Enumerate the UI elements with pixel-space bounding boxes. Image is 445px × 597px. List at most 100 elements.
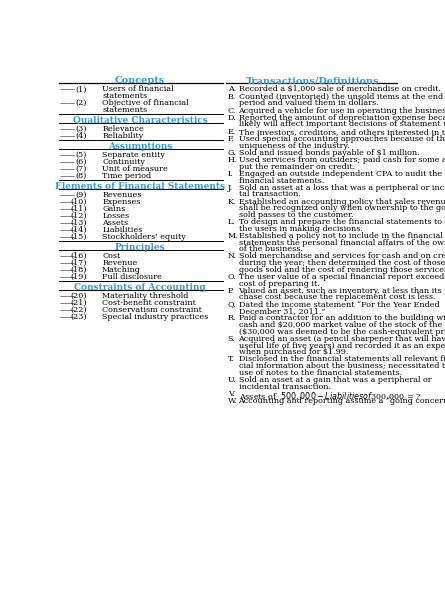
Text: H.: H. (228, 156, 237, 164)
Text: Qualitative Characteristics: Qualitative Characteristics (73, 116, 207, 125)
Text: Dated the income statement “For the Year Ended: Dated the income statement “For the Year… (239, 301, 439, 309)
Text: Established an accounting policy that sales revenue: Established an accounting policy that sa… (239, 198, 445, 205)
Text: (19): (19) (70, 273, 87, 281)
Text: Acquired a vehicle for use in operating the business.: Acquired a vehicle for use in operating … (239, 107, 445, 115)
Text: (5): (5) (75, 151, 87, 159)
Text: (9): (9) (75, 191, 87, 199)
Text: ——: —— (60, 306, 76, 314)
Text: useful life of five years) and recorded it as an expense: useful life of five years) and recorded … (239, 341, 445, 350)
Text: Sold an asset at a loss that was a peripheral or inciden-: Sold an asset at a loss that was a perip… (239, 184, 445, 192)
Text: Conservatism constraint: Conservatism constraint (102, 306, 202, 314)
Text: ——: —— (60, 259, 76, 267)
Text: (10): (10) (70, 198, 87, 206)
Text: P.: P. (228, 287, 234, 295)
Text: likely will affect important decisions of statement users.: likely will affect important decisions o… (239, 121, 445, 128)
Text: ——: —— (60, 85, 76, 94)
Text: (21): (21) (70, 299, 87, 307)
Text: Reported the amount of depreciation expense because it: Reported the amount of depreciation expe… (239, 114, 445, 122)
Text: shall be recognized only when ownership to the goods: shall be recognized only when ownership … (239, 204, 445, 213)
Text: Cost-benefit constraint: Cost-benefit constraint (102, 299, 196, 307)
Text: statements: statements (102, 92, 147, 100)
Text: ——: —— (60, 252, 76, 260)
Text: chase cost because the replacement cost is less.: chase cost because the replacement cost … (239, 293, 435, 301)
Text: statements: statements (102, 106, 147, 114)
Text: (18): (18) (70, 266, 87, 274)
Text: cost of preparing it.: cost of preparing it. (239, 279, 319, 288)
Text: The investors, creditors, and others interested in the business.: The investors, creditors, and others int… (239, 128, 445, 136)
Text: Recorded a $1,000 sale of merchandise on credit.: Recorded a $1,000 sale of merchandise on… (239, 85, 441, 94)
Text: ——: —— (60, 266, 76, 274)
Text: ——: —— (60, 191, 76, 199)
Text: Established a policy not to include in the financial: Established a policy not to include in t… (239, 232, 442, 240)
Text: ——: —— (60, 198, 76, 206)
Text: (6): (6) (75, 158, 87, 166)
Text: Engaged an outside independent CPA to audit the: Engaged an outside independent CPA to au… (239, 170, 441, 178)
Text: Elements of Financial Statements: Elements of Financial Statements (55, 181, 225, 191)
Text: ——: —— (60, 292, 76, 300)
Text: J.: J. (228, 184, 233, 192)
Text: cial information about the business; necessitated the: cial information about the business; nec… (239, 362, 445, 370)
Text: Objective of financial: Objective of financial (102, 99, 189, 107)
Text: ——: —— (60, 165, 76, 173)
Text: K.: K. (228, 198, 236, 205)
Text: the users in making decisions.: the users in making decisions. (239, 224, 362, 233)
Text: ——: —— (60, 158, 76, 166)
Text: D.: D. (228, 114, 236, 122)
Text: ($30,000 was deemed to be the cash-equivalent price).: ($30,000 was deemed to be the cash-equiv… (239, 328, 445, 336)
Text: ——: —— (60, 99, 76, 107)
Text: (13): (13) (70, 219, 87, 227)
Text: Liabilities: Liabilities (102, 226, 142, 234)
Text: Sold merchandise and services for cash and on credit: Sold merchandise and services for cash a… (239, 253, 445, 260)
Text: period and valued them in dollars.: period and valued them in dollars. (239, 99, 378, 107)
Text: Separate entity: Separate entity (102, 151, 165, 159)
Text: (3): (3) (75, 125, 87, 133)
Text: Principles: Principles (115, 243, 166, 252)
Text: ——: —— (60, 132, 76, 140)
Text: Disclosed in the financial statements all relevant finan-: Disclosed in the financial statements al… (239, 355, 445, 364)
Text: Relevance: Relevance (102, 125, 144, 133)
Text: Accounting and reporting assume a “going concern.”: Accounting and reporting assume a “going… (239, 397, 445, 405)
Text: O.: O. (228, 273, 236, 281)
Text: R.: R. (228, 315, 236, 322)
Text: Assets of  $500,000 − Liabilities of  $300,000 = ?: Assets of $500,000 − Liabilities of $300… (239, 390, 421, 402)
Text: (15): (15) (70, 233, 87, 241)
Text: Used services from outsiders; paid cash for some and: Used services from outsiders; paid cash … (239, 156, 445, 164)
Text: Counted (inventoried) the unsold items at the end of the: Counted (inventoried) the unsold items a… (239, 93, 445, 101)
Text: ——: —— (60, 233, 76, 241)
Text: Gains: Gains (102, 205, 125, 213)
Text: (22): (22) (70, 306, 87, 314)
Text: put the remainder on credit.: put the remainder on credit. (239, 162, 355, 171)
Text: U.: U. (228, 376, 236, 384)
Text: (2): (2) (75, 99, 87, 107)
Text: Revenues: Revenues (102, 191, 142, 199)
Text: I.: I. (228, 170, 233, 178)
Text: (16): (16) (70, 252, 87, 260)
Text: (1): (1) (75, 85, 87, 94)
Text: goods sold and the cost of rendering those services.: goods sold and the cost of rendering tho… (239, 266, 445, 273)
Text: ——: —— (60, 172, 76, 180)
Text: Q.: Q. (228, 301, 236, 309)
Text: A.: A. (228, 85, 236, 94)
Text: sold passes to the customer.: sold passes to the customer. (239, 211, 353, 219)
Text: L.: L. (228, 218, 235, 226)
Text: Unit of measure: Unit of measure (102, 165, 168, 173)
Text: Used special accounting approaches because of the: Used special accounting approaches becau… (239, 135, 445, 143)
Text: Transactions/Definitions: Transactions/Definitions (246, 76, 379, 85)
Text: G.: G. (228, 149, 236, 157)
Text: V.: V. (228, 390, 235, 398)
Text: December 31, 2011.”: December 31, 2011.” (239, 307, 325, 315)
Text: W.: W. (228, 397, 237, 405)
Text: Expenses: Expenses (102, 198, 141, 206)
Text: when purchased for $1.99.: when purchased for $1.99. (239, 348, 348, 356)
Text: Time period: Time period (102, 172, 151, 180)
Text: use of notes to the financial statements.: use of notes to the financial statements… (239, 369, 402, 377)
Text: Valued an asset, such as inventory, at less than its pur-: Valued an asset, such as inventory, at l… (239, 287, 445, 295)
Text: (14): (14) (70, 226, 87, 234)
Text: Full disclosure: Full disclosure (102, 273, 162, 281)
Text: The user value of a special financial report exceeds the: The user value of a special financial re… (239, 273, 445, 281)
Text: (4): (4) (75, 132, 87, 140)
Text: tal transaction.: tal transaction. (239, 190, 300, 198)
Text: (20): (20) (70, 292, 87, 300)
Text: Matching: Matching (102, 266, 141, 274)
Text: N.: N. (228, 253, 237, 260)
